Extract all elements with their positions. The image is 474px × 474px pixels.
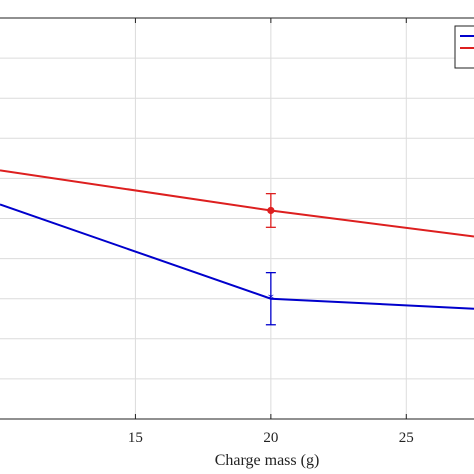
x-tick-label-0: 15 [128, 430, 143, 446]
legend [454, 25, 474, 69]
data-point-0-1: * [268, 292, 274, 306]
x-ticks: 15 20 25 [128, 18, 414, 446]
data-point-1-1 [267, 206, 275, 215]
series-layer: * [0, 169, 474, 326]
x-axis-label: Charge mass (g) [215, 452, 320, 469]
x-tick-label-2: 25 [399, 430, 414, 446]
x-tick-label-1: 20 [263, 430, 278, 446]
